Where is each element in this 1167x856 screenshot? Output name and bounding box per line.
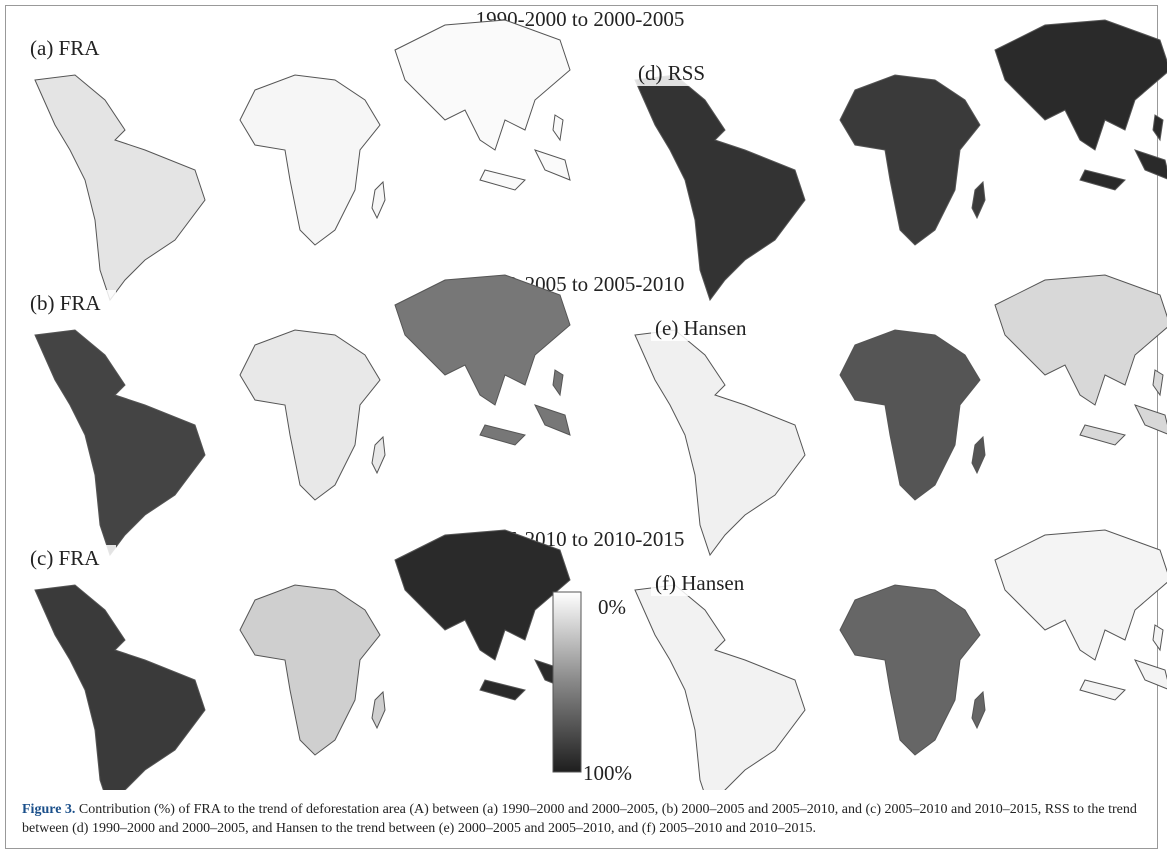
panel-label: (a) FRA [30,36,100,60]
map-region [840,330,980,500]
map-region [395,275,570,405]
map-region [1135,150,1167,180]
map-region [372,437,385,473]
map-region [35,330,205,555]
caption-label: Figure 3. [22,802,75,817]
caption-text: Contribution (%) of FRA to the trend of … [22,802,1137,836]
map-region [972,437,985,473]
map-region [635,75,805,300]
map-region [240,330,380,500]
map-region [1153,625,1163,650]
map-region [372,692,385,728]
map-region [972,692,985,728]
map-region [535,405,570,435]
map-region [480,170,525,190]
map-region [553,370,563,395]
map-region [995,275,1167,405]
map-region [995,20,1167,150]
map-region [1135,405,1167,435]
panel-label: (c) FRA [30,546,100,570]
map-region [840,75,980,245]
map-region [1080,680,1125,700]
panel-label: (d) RSS [638,61,705,85]
map-region [240,75,380,245]
map-region [1153,115,1163,140]
panel-label: (f) Hansen [655,571,745,595]
map-region [1153,370,1163,395]
figure: 1990-2000 to 2000-2005(a) FRA(d) RSS2000… [0,0,1167,790]
map-region [35,585,205,790]
map-region [372,182,385,218]
panel-label: (e) Hansen [655,316,747,340]
map-region [240,585,380,755]
panel-label: (b) FRA [30,291,101,315]
map-region [480,425,525,445]
caption: Figure 3. Contribution (%) of FRA to the… [22,800,1142,838]
colorbar-bottom-label: 100% [583,761,632,785]
page: 1990-2000 to 2000-2005(a) FRA(d) RSS2000… [0,0,1167,856]
map-region [635,585,805,790]
map-region [1135,660,1167,690]
map-region [1080,425,1125,445]
map-region [535,150,570,180]
colorbar-top-label: 0% [598,595,626,619]
map-region [395,20,570,150]
map-region [995,530,1167,660]
map-region [1080,170,1125,190]
map-region [972,182,985,218]
colorbar [553,592,581,772]
map-region [480,680,525,700]
map-region [635,330,805,555]
map-region [553,115,563,140]
map-region [35,75,205,300]
map-region [395,530,570,660]
map-region [840,585,980,755]
